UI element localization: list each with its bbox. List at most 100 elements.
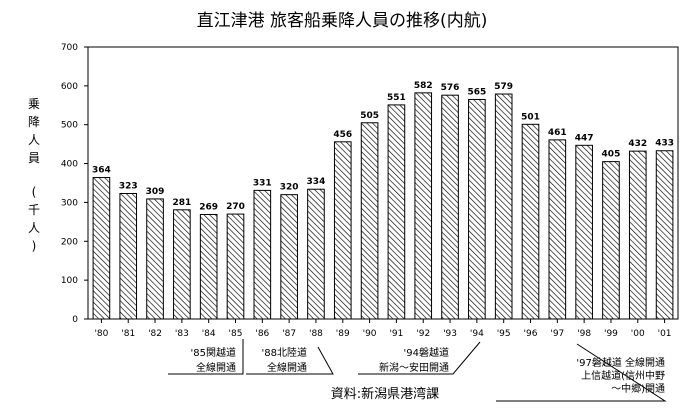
plot-frame	[87, 46, 679, 320]
data-label: 281	[172, 198, 191, 208]
bar	[548, 139, 567, 320]
x-tick-label: '81	[121, 329, 135, 339]
data-label: 447	[575, 133, 594, 143]
data-label: 320	[280, 183, 299, 193]
annotation-text: '97磐越道 全線開通	[576, 356, 665, 369]
data-label: 565	[467, 87, 486, 97]
annotation-text: 全線開通	[267, 361, 307, 374]
y-axis-label-char: 千	[28, 203, 40, 217]
data-label: 582	[414, 81, 433, 91]
data-label: 405	[602, 150, 621, 160]
x-tick-label: '00	[631, 329, 645, 339]
data-label: 551	[387, 93, 406, 103]
x-tick-label: '80	[94, 329, 108, 339]
data-label: 501	[521, 112, 540, 122]
annotation-text: 全線開通	[196, 361, 236, 374]
plot-area: 0 100 200 300 400 500 600 700 364 '80 323 '81 309 '82…	[61, 43, 679, 339]
bar	[602, 161, 620, 320]
y-tick-label: 700	[61, 43, 78, 53]
annotation-leader	[496, 343, 667, 402]
bar	[307, 188, 325, 320]
x-tick-label: '99	[604, 329, 618, 339]
x-tick-label: '89	[336, 329, 350, 339]
x-tick-label: '88	[309, 329, 323, 339]
annotation-text: '94磐越道	[404, 346, 449, 359]
x-tick-label: '98	[577, 329, 591, 339]
bar	[655, 150, 674, 320]
bar	[387, 104, 406, 320]
x-tick-label: '90	[363, 329, 377, 339]
bar	[92, 177, 111, 320]
bar	[521, 123, 540, 320]
y-tick-label: 600	[61, 82, 78, 92]
bar	[199, 213, 218, 320]
bar	[575, 144, 593, 320]
y-axis-label-char: 乗	[28, 97, 40, 111]
bar	[173, 209, 191, 320]
y-axis-label-char: 降	[28, 115, 40, 129]
data-label: 270	[226, 202, 245, 212]
bar	[333, 141, 352, 320]
annotation-leader	[246, 346, 334, 375]
y-tick-label: 100	[61, 276, 78, 286]
x-tick-label: '87	[282, 329, 296, 339]
data-label: 576	[441, 83, 460, 93]
data-label: 505	[360, 111, 379, 121]
x-tick-label: '93	[443, 329, 457, 339]
y-tick-label: 500	[61, 121, 78, 131]
y-axis-label: 乗降人員(千人)	[28, 97, 40, 253]
y-tick-label: 400	[61, 160, 78, 170]
bar	[494, 93, 513, 320]
chart-title: 直江津港 旅客船乗降人員の推移(内航)	[197, 11, 488, 31]
y-axis-label-char: (	[32, 185, 37, 199]
y-tick-label: 0	[72, 315, 78, 325]
bar	[468, 98, 486, 320]
x-tick-label: '01	[658, 329, 672, 339]
x-tick-label: '83	[175, 329, 189, 339]
source-note: 資料:新潟県港湾課	[331, 386, 439, 402]
x-tick-label: '91	[389, 329, 403, 339]
y-tick-label: 200	[61, 237, 78, 247]
data-label: 309	[146, 187, 165, 197]
data-label: 269	[199, 202, 218, 212]
bar	[628, 150, 647, 320]
annotation-text: '85関越道	[191, 346, 236, 359]
data-label: 334	[307, 177, 326, 187]
x-tick-label: '85	[229, 329, 243, 339]
data-label: 579	[494, 82, 513, 92]
y-axis-label-char: 人	[28, 133, 40, 147]
data-label: 331	[253, 178, 272, 188]
x-tick-label: '84	[202, 329, 216, 339]
annotation-text: 新潟〜安田開通	[379, 361, 449, 374]
bar	[226, 213, 245, 320]
x-tick-label: '95	[497, 329, 511, 339]
bar	[360, 122, 379, 320]
x-tick-label: '82	[148, 329, 162, 339]
annotation-text: '88北陸道	[262, 346, 307, 359]
bar	[441, 94, 459, 320]
annotation-leader	[168, 339, 244, 375]
y-tick-label: 300	[61, 198, 78, 208]
data-label: 364	[92, 166, 111, 176]
data-label: 461	[548, 128, 567, 138]
y-axis-label-char: 人	[28, 221, 40, 235]
x-tick-label: '86	[255, 329, 269, 339]
bar	[280, 194, 298, 320]
x-tick-label: '97	[550, 329, 564, 339]
data-label: 323	[119, 181, 138, 191]
bar	[253, 189, 272, 320]
data-label: 456	[333, 130, 352, 140]
annotation-text: 上信越道(信州中野	[581, 369, 665, 382]
annotation-leader	[358, 341, 481, 375]
bar	[414, 92, 433, 320]
y-axis-label-char: )	[32, 239, 37, 253]
data-label: 433	[655, 139, 674, 149]
x-tick-label: '96	[524, 329, 538, 339]
data-label: 432	[628, 139, 647, 149]
bar	[146, 198, 164, 320]
x-tick-label: '94	[470, 329, 484, 339]
bar	[119, 192, 138, 320]
y-axis-label-char: 員	[28, 151, 40, 165]
